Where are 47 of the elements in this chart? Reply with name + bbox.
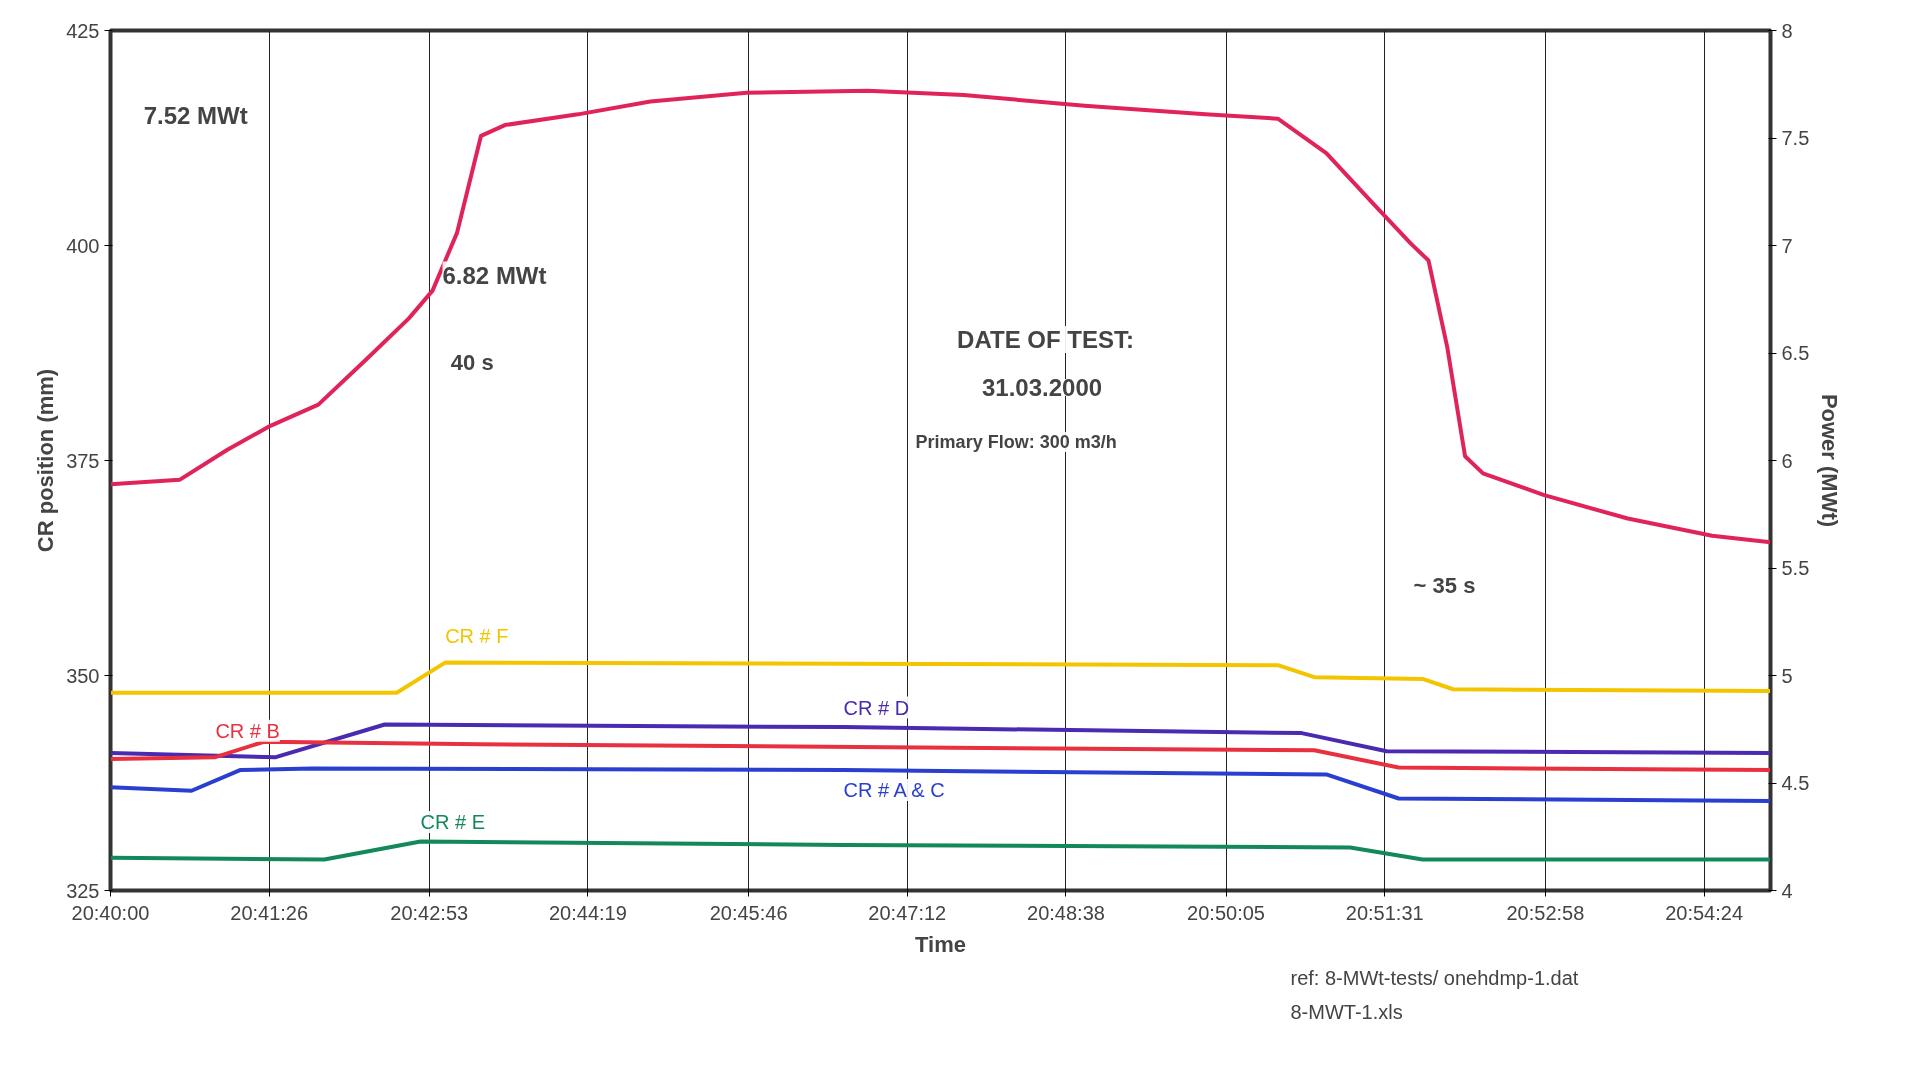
x-tick-label: 20:45:46 xyxy=(709,901,788,924)
y-tick-label: 375 xyxy=(66,449,100,472)
x-tick-label: 20:50:05 xyxy=(1187,901,1265,924)
y2-tick-label: 4 xyxy=(1781,879,1793,902)
y2-tick-label: 7.5 xyxy=(1781,127,1810,149)
y2-tick-label: 5.5 xyxy=(1781,557,1810,579)
annotation: 40 s xyxy=(450,349,494,375)
line-series xyxy=(110,766,1771,804)
y2-tick-label: 4.5 xyxy=(1781,772,1810,794)
line-series xyxy=(110,839,1771,862)
x-tick-label: 20:44:19 xyxy=(548,901,627,924)
x-tick-label: 20:51:31 xyxy=(1345,901,1424,924)
line-series xyxy=(110,88,1771,545)
annotation: 6.82 MWt xyxy=(442,261,547,289)
annotation: DATE OF TEST: xyxy=(957,326,1134,353)
y2-tick-label: 6.5 xyxy=(1781,342,1810,364)
y2-tick-label: 5 xyxy=(1781,664,1793,687)
y2-axis-title: Power (MWt) xyxy=(1817,393,1843,528)
x-tick-label: 20:47:12 xyxy=(868,901,947,924)
y2-tick-label: 7 xyxy=(1781,234,1793,257)
x-tick-label: 20:41:26 xyxy=(230,901,309,924)
y2-tick-label: 6 xyxy=(1781,449,1793,472)
y2-tick-label: 8 xyxy=(1781,19,1793,42)
x-tick-label: 20:42:53 xyxy=(390,901,469,924)
annotation: Primary Flow: 300 m3/h xyxy=(915,431,1117,452)
series-label: CR # D xyxy=(843,696,910,719)
y-tick-label: 325 xyxy=(66,879,100,902)
x-axis-title: Time xyxy=(915,931,966,957)
x-tick-label: 20:52:58 xyxy=(1506,901,1585,924)
text: 8-MWT-1.xls xyxy=(1290,1000,1403,1023)
x-tick-label: 20:48:38 xyxy=(1027,901,1105,924)
series-label: CR # E xyxy=(420,810,486,833)
y-tick-label: 350 xyxy=(66,664,100,687)
annotation: ~ 35 s xyxy=(1413,573,1476,599)
series-label: CR # B xyxy=(215,719,280,742)
x-tick-label: 20:54:24 xyxy=(1665,901,1744,924)
y-tick-label: 425 xyxy=(66,19,100,42)
line-series xyxy=(110,722,1771,760)
line-series xyxy=(110,660,1771,695)
series-label: CR # F xyxy=(445,625,509,648)
y-axis-title: CR position (mm) xyxy=(33,368,59,553)
annotation: 7.52 MWt xyxy=(143,102,248,130)
text: ref: 8-MWt-tests/ onehdmp-1.dat xyxy=(1290,966,1579,989)
y-tick-label: 400 xyxy=(66,234,100,257)
series-label: CR # A & C xyxy=(843,779,945,802)
x-tick-label: 20:40:00 xyxy=(71,901,150,924)
annotation: 31.03.2000 xyxy=(982,374,1103,401)
